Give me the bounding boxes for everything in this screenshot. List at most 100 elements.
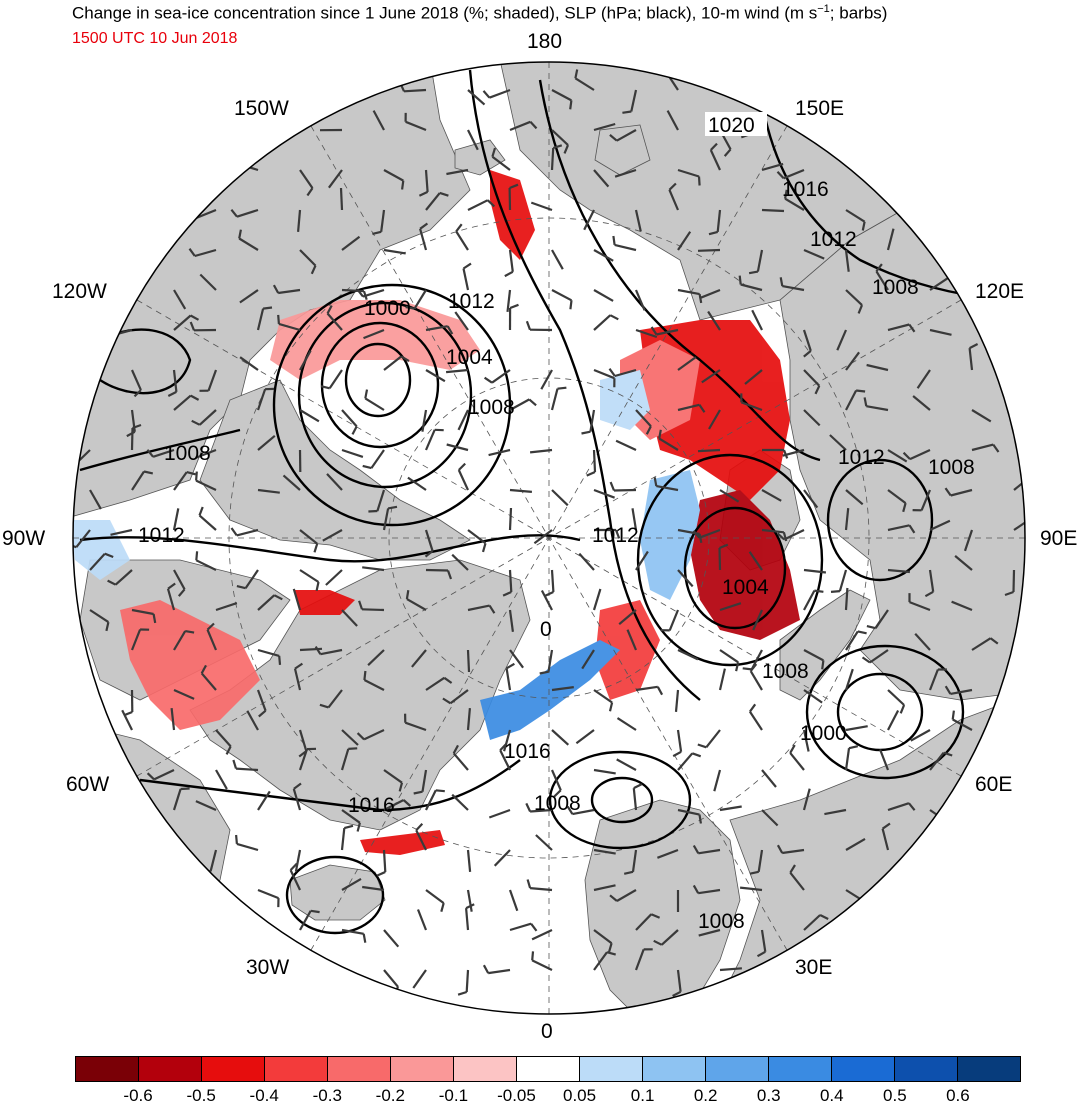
wind-barb-flag bbox=[822, 660, 823, 669]
slp-label: 1008 bbox=[872, 276, 919, 299]
slp-label: 1008 bbox=[468, 396, 515, 419]
wind-barb-flag bbox=[740, 276, 741, 285]
colorbar-tick-label: 0.3 bbox=[757, 1086, 781, 1106]
slp-label: 1020 bbox=[708, 114, 755, 137]
wind-barb-flag bbox=[407, 590, 408, 599]
slp-label: 1012 bbox=[138, 524, 185, 547]
colorbar-cell bbox=[328, 1057, 391, 1081]
colorbar-cell bbox=[895, 1057, 958, 1081]
slp-label: 1008 bbox=[534, 792, 581, 815]
wind-barb bbox=[468, 650, 469, 672]
colorbar-cell bbox=[454, 1057, 517, 1081]
wind-barb bbox=[467, 970, 468, 992]
wind-barb bbox=[510, 570, 511, 592]
lon-label-120e: 120E bbox=[975, 280, 1024, 304]
wind-barb bbox=[404, 90, 426, 91]
wind-barb bbox=[720, 548, 721, 570]
colorbar-tick-label: -0.2 bbox=[376, 1086, 405, 1106]
colorbar-tick-label: 0.5 bbox=[883, 1086, 907, 1106]
colorbar-tick-label: -0.05 bbox=[497, 1086, 536, 1106]
wind-barb-flag bbox=[570, 300, 571, 309]
wind-barb-flag bbox=[558, 388, 567, 389]
wind-barb-flag bbox=[66, 461, 74, 465]
colorbar-tick-label: 0.6 bbox=[946, 1086, 970, 1106]
slp-label: 1012 bbox=[592, 524, 639, 547]
slp-label: 1008 bbox=[928, 456, 975, 479]
colorbar-cell bbox=[202, 1057, 265, 1081]
lon-label-150w: 150W bbox=[234, 97, 289, 121]
colorbar-cell bbox=[391, 1057, 454, 1081]
slp-label: 1004 bbox=[722, 576, 769, 599]
wind-barb-flag bbox=[348, 748, 357, 749]
wind-barb-flag bbox=[368, 511, 377, 512]
colorbar-cell bbox=[769, 1057, 832, 1081]
colorbar-tick-label: -0.3 bbox=[313, 1086, 342, 1106]
colorbar-cell bbox=[265, 1057, 328, 1081]
slp-label: 1016 bbox=[504, 740, 551, 763]
wind-barb-flag bbox=[263, 308, 272, 309]
slp-label: 1000 bbox=[364, 297, 411, 320]
wind-barb-flag bbox=[700, 815, 701, 824]
wind-barb bbox=[552, 570, 553, 592]
wind-barb-flag bbox=[196, 551, 197, 560]
lon-label-0: 0 bbox=[541, 1020, 553, 1044]
wind-barb-flag bbox=[953, 711, 954, 720]
wind-barb bbox=[236, 769, 258, 770]
wind-barb-flag bbox=[279, 656, 280, 665]
lon-label-60w: 60W bbox=[66, 773, 109, 797]
colorbar-cell bbox=[76, 1057, 139, 1081]
wind-barb-flag bbox=[743, 668, 752, 669]
colorbar-cell bbox=[706, 1057, 769, 1081]
slp-label: 1012 bbox=[810, 228, 857, 251]
slp-label: 0 bbox=[540, 618, 552, 641]
colorbar-cell bbox=[958, 1057, 1020, 1081]
wind-barb-flag bbox=[311, 911, 320, 912]
colorbar-tick-label: -0.5 bbox=[186, 1086, 215, 1106]
slp-label: 1016 bbox=[348, 794, 395, 817]
colorbar-tick-label: 0.1 bbox=[631, 1086, 655, 1106]
colorbar-cell bbox=[139, 1057, 202, 1081]
wind-barb bbox=[341, 188, 342, 210]
lon-label-30w: 30W bbox=[246, 956, 289, 980]
lon-label-60e: 60E bbox=[975, 773, 1012, 797]
colorbar-cell bbox=[580, 1057, 643, 1081]
colorbar-cell bbox=[832, 1057, 895, 1081]
wind-barb-flag bbox=[699, 177, 700, 186]
colorbar-tick-label: 0.4 bbox=[820, 1086, 844, 1106]
wind-barb bbox=[510, 508, 511, 530]
wind-barb-flag bbox=[402, 181, 403, 190]
wind-barb bbox=[698, 450, 720, 451]
colorbar-tick-label: -0.1 bbox=[439, 1086, 468, 1106]
wind-barb-flag bbox=[570, 100, 571, 109]
colorbar-tick-label: 0.05 bbox=[563, 1086, 596, 1106]
wind-barb-flag bbox=[278, 315, 279, 324]
wind-barb bbox=[846, 588, 847, 610]
lon-label-30e: 30E bbox=[795, 956, 832, 980]
slp-label: 1008 bbox=[164, 442, 211, 465]
wind-barb bbox=[362, 609, 384, 610]
slp-label: 1012 bbox=[448, 290, 495, 313]
lon-label-180: 180 bbox=[527, 30, 562, 54]
colorbar-tick-label: 0.2 bbox=[694, 1086, 718, 1106]
wind-barb-flag bbox=[1032, 518, 1039, 523]
wind-barb bbox=[594, 450, 595, 472]
slp-label: 1016 bbox=[782, 178, 829, 201]
wind-barb-flag bbox=[613, 236, 614, 245]
slp-label: 1012 bbox=[838, 446, 885, 469]
lon-label-90e: 90E bbox=[1040, 527, 1077, 551]
wind-barb-flag bbox=[106, 328, 111, 335]
wind-barb-flag bbox=[185, 631, 194, 633]
wind-barb bbox=[426, 570, 448, 571]
colorbar-cell bbox=[643, 1057, 706, 1081]
wind-barb-flag bbox=[831, 591, 840, 592]
wind-barb-flag bbox=[863, 902, 865, 911]
colorbar-tick-label: -0.4 bbox=[250, 1086, 279, 1106]
wind-barb-flag bbox=[436, 790, 445, 791]
lon-label-90w: 90W bbox=[2, 527, 45, 551]
slp-label: 1000 bbox=[800, 722, 847, 745]
slp-label: 1008 bbox=[762, 660, 809, 683]
wind-barb-flag bbox=[532, 951, 533, 960]
wind-barb-flag bbox=[236, 835, 237, 844]
